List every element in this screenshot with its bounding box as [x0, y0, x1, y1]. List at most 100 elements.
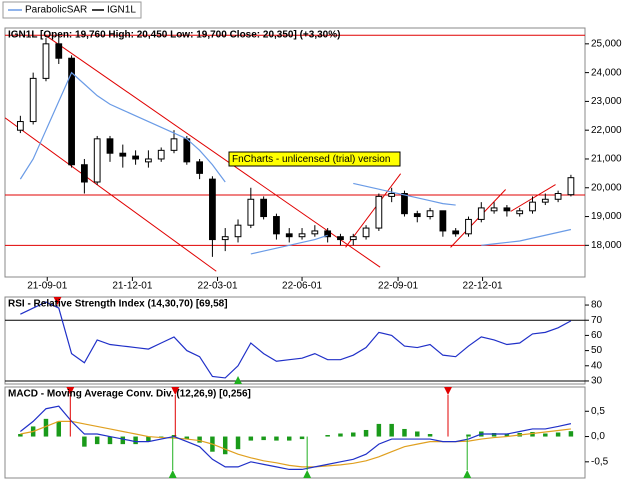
candle-body [285, 233, 293, 238]
histogram-bar [543, 433, 548, 437]
candle-body [337, 236, 344, 241]
y-tick-label: -0,5 [591, 456, 609, 467]
plot-area [5, 34, 585, 272]
candle-body [183, 138, 191, 163]
buy-signal [168, 470, 177, 478]
series-line [20, 301, 572, 379]
candle-body [132, 155, 139, 160]
candle-body [42, 43, 50, 79]
sell-signal [53, 297, 62, 305]
candle-body [541, 198, 549, 203]
plot-area [5, 301, 585, 382]
histogram-bar [120, 436, 126, 445]
legend-label: ParabolicSAR [25, 5, 87, 16]
x-tick-label: 21-09-01 [27, 281, 67, 292]
y-tick-label: 60 [591, 330, 603, 341]
histogram-bar [274, 436, 279, 441]
y-tick-label: 50 [591, 345, 603, 356]
candle-body [362, 227, 370, 238]
histogram-bar [184, 436, 190, 440]
y-tick-label: 25,000 [591, 38, 622, 49]
candle-body [388, 193, 396, 197]
x-tick-label: 21-12-01 [112, 281, 152, 292]
candle-body [554, 193, 562, 200]
histogram-bar [338, 433, 343, 437]
trend-line [45, 34, 381, 268]
histogram-bar [222, 436, 228, 455]
panel-title: RSI - Relative Strength Index (14,30,70)… [8, 299, 228, 310]
watermark-box [228, 151, 401, 167]
candle-body [55, 43, 63, 59]
panel [4, 296, 586, 385]
candle-body [157, 149, 165, 160]
histogram-bar [299, 436, 305, 440]
y-tick-label: 22,000 [591, 125, 622, 136]
histogram-bar [363, 429, 369, 437]
sell-signal [444, 387, 453, 395]
candle-body [145, 158, 152, 163]
x-tick-label: 22-09-01 [378, 281, 418, 292]
buy-signal [463, 470, 472, 478]
histogram-bar [325, 435, 330, 437]
histogram-bar [504, 434, 510, 437]
x-tick-label: 22-06-01 [282, 281, 322, 292]
panel-title: MACD - Moving Average Conv. Div. (12,26,… [8, 389, 251, 400]
candle-body [465, 218, 472, 235]
candle-body [93, 138, 101, 183]
candle-body [16, 121, 24, 131]
candle-body [477, 207, 485, 220]
candle-body [68, 57, 75, 166]
x-tick-label: 22-12-01 [463, 281, 503, 292]
histogram-bar [43, 418, 49, 437]
candle-body [170, 138, 178, 151]
candle-body [273, 216, 280, 235]
histogram-bar [235, 436, 241, 450]
y-tick-label: 40 [591, 360, 603, 371]
candle-body [413, 213, 421, 218]
histogram-bar [146, 436, 151, 442]
x-tick-label: 22-03-01 [198, 281, 238, 292]
candle-body [567, 177, 575, 196]
histogram-bar [18, 434, 23, 437]
histogram-bar [133, 436, 138, 445]
trend-line [510, 184, 556, 212]
candle-body [375, 195, 383, 229]
buy-signal [303, 470, 312, 478]
watermark-text: FnCharts - unlicensed (trial) version [232, 154, 390, 165]
candle-body [81, 164, 88, 183]
histogram-bar [261, 436, 266, 441]
series-line [19, 405, 572, 471]
histogram-bar [107, 436, 113, 445]
histogram-bar [94, 436, 100, 445]
histogram-bar [402, 428, 407, 437]
histogram-bar [82, 436, 87, 447]
histogram-bar [389, 423, 394, 437]
watermark: FnCharts - unlicensed (trial) version [228, 151, 401, 167]
candle-body [324, 230, 332, 238]
y-tick-label: 20,000 [591, 182, 622, 193]
histogram-bar [56, 421, 62, 437]
panel [4, 386, 586, 479]
histogram-bar [197, 436, 202, 443]
buy-signal [234, 376, 243, 384]
histogram-bar [415, 431, 420, 437]
legend-label: IGN1L [107, 5, 136, 16]
candle-body [349, 236, 357, 241]
y-tick-label: 23,000 [591, 96, 622, 107]
histogram-bar [376, 423, 382, 437]
candle-body [234, 224, 242, 238]
candle-body [529, 201, 536, 212]
candle-body [29, 77, 37, 123]
candle-body [503, 207, 511, 212]
y-tick-label: 19,000 [591, 211, 622, 222]
candle-body [439, 210, 447, 232]
panel-title: IGN1L [Open: 19,760 High: 20,450 Low: 19… [8, 30, 340, 41]
plot-area [18, 395, 574, 471]
candle-body [260, 198, 268, 218]
sell-signal [66, 387, 75, 395]
y-tick-label: 70 [591, 315, 603, 326]
y-tick-label: 24,000 [591, 67, 622, 78]
candle-body [221, 236, 229, 241]
histogram-bar [568, 431, 574, 437]
